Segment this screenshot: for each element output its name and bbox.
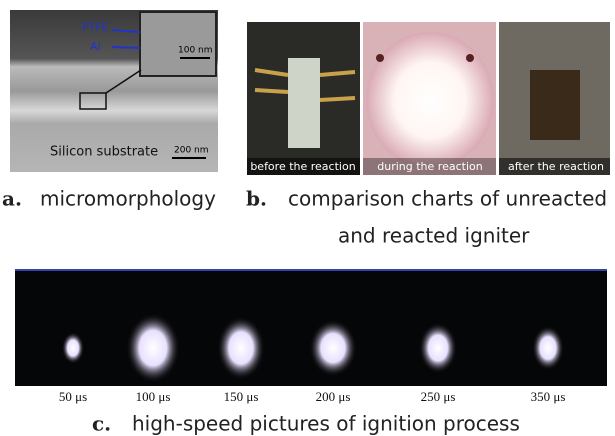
layer-label: Al (90, 40, 101, 53)
flame (309, 319, 357, 377)
substrate-label: Silicon substrate (50, 145, 158, 160)
time-labels: 50 μs 100 μs 150 μs 200 μs 250 μs 350 μs (59, 389, 566, 404)
time-label: 200 μs (316, 389, 351, 404)
figure-canvas: PTFE Al 100 nm Silicon substrate 200 nm … (0, 0, 615, 436)
igniter (288, 58, 320, 148)
photo-caption: during the reaction (377, 160, 482, 173)
hole (466, 54, 474, 62)
figure: PTFE Al 100 nm Silicon substrate 200 nm … (0, 0, 615, 436)
high-speed-strip (15, 271, 607, 386)
flash (366, 32, 494, 168)
residue (530, 70, 580, 140)
photo-caption: before the reaction (250, 160, 355, 173)
time-label: 150 μs (224, 389, 259, 404)
flame (62, 332, 84, 364)
photo-caption: after the reaction (508, 160, 604, 173)
caption-letter: a. (2, 187, 22, 211)
time-label: 50 μs (59, 389, 87, 404)
flame (419, 322, 457, 373)
label-arrow (112, 47, 140, 48)
caption-letter: c. (92, 412, 111, 436)
hole (376, 54, 384, 62)
flame (532, 326, 564, 371)
caption-text: and reacted igniter (338, 224, 530, 248)
flame (217, 316, 265, 380)
scale-label: 200 nm (174, 146, 209, 156)
time-label: 250 μs (421, 389, 456, 404)
sem-inset (140, 12, 216, 76)
caption-letter: b. (246, 187, 267, 211)
caption-text: micromorphology (40, 187, 216, 211)
caption-text: comparison charts of unreacted (288, 187, 607, 211)
scale-label: 100 nm (178, 46, 213, 56)
time-label: 100 μs (136, 389, 171, 404)
time-label: 350 μs (531, 389, 566, 404)
layer-label: PTFE (82, 21, 109, 34)
flame (126, 313, 180, 383)
caption-text: high-speed pictures of ignition process (132, 412, 520, 436)
